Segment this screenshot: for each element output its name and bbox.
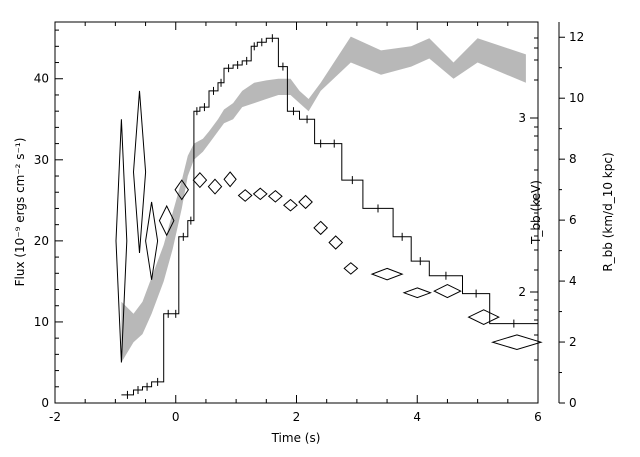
radius-diamond [298,194,313,210]
x-tick-label: -2 [49,410,61,424]
radius-diamond [207,178,223,195]
y-tick-label: 40 [34,72,49,86]
radius-diamond [343,262,359,275]
radius-diamond [433,284,462,299]
x-tick-label: 6 [534,410,542,424]
y-axis-label-radius: R_bb (km/d_10 kpc) [601,152,615,271]
x-tick-label: 4 [413,410,421,424]
temperature-band [121,36,526,363]
radius-tick-label: 2 [569,335,577,349]
temp-tick-label: 3 [518,111,526,125]
radius-diamond [174,179,190,201]
radius-diamond [370,267,404,281]
flux-step-line [121,37,538,396]
radius-diamond [328,235,344,250]
radius-diamond [115,119,128,363]
radius-tick-label: 8 [569,152,577,166]
radius-tick-label: 6 [569,213,577,227]
radius-diamond [158,204,175,237]
radius-diamond [283,198,298,212]
radius-diamond [402,287,432,299]
y-axis-label-temperature: T_bb (keV) [529,180,543,245]
ticks [54,22,565,404]
radius-diamond [467,309,500,325]
radius-diamond [145,201,159,280]
temperature-band-area [121,36,526,363]
radius-tick-label: 4 [569,274,577,288]
x-tick-label: 0 [172,410,180,424]
radius-diamond [490,334,543,351]
y-tick-label: 30 [34,153,49,167]
radius-diamonds [115,90,543,363]
radius-tick-label: 10 [569,91,584,105]
radius-diamond [267,189,283,203]
y-tick-label: 20 [34,234,49,248]
radius-diamond [132,90,147,254]
radius-diamond [252,187,268,201]
flux-histogram [121,34,538,399]
radius-diamond [223,171,237,188]
temp-tick-label: 2 [518,285,526,299]
y-tick-label: 10 [34,315,49,329]
radius-tick-label: 12 [569,30,584,44]
x-tick-label: 2 [293,410,301,424]
radius-diamond [192,172,208,189]
radius-tick-label: 0 [569,396,577,410]
y-tick-label: 0 [41,396,49,410]
radius-diamond [313,220,329,236]
radius-diamond [237,189,253,202]
x-axis-label: Time (s) [271,431,321,445]
y-axis-label-left: Flux (10⁻⁹ ergs cm⁻² s⁻¹) [13,138,27,287]
